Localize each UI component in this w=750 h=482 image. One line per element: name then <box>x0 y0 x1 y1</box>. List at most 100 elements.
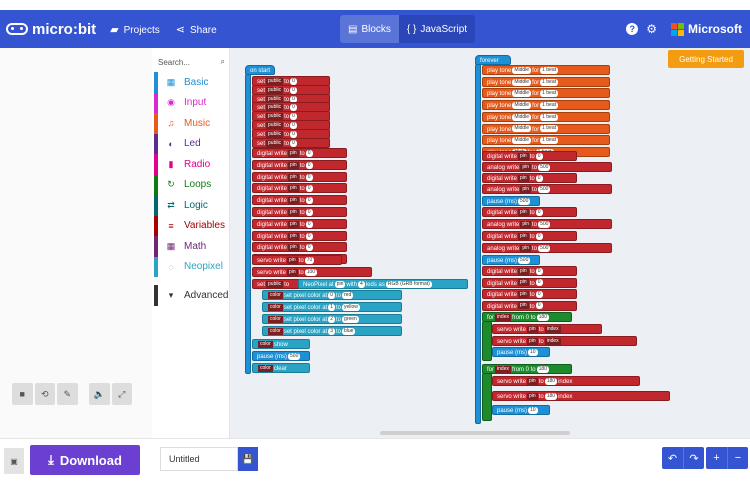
category-logic[interactable]: ⇄ Logic <box>154 195 229 216</box>
search-input[interactable]: Search... <box>158 57 191 67</box>
analog-write-block[interactable]: analog write pin to 500 <box>482 162 612 172</box>
for2-servo-write-1[interactable]: servo write pin to 180 index <box>492 376 640 386</box>
forever-wrap <box>475 64 481 424</box>
play-tone-block[interactable]: play tone Middle for 1 beat <box>482 123 610 134</box>
toolbox: Search... ⌕ ▦ Basic ◉ Input ♫ Music ◐ Led ▮ Radio… <box>152 48 230 438</box>
save-button[interactable]: 💾 <box>238 447 258 471</box>
pause-block[interactable]: pause (ms) 500 <box>252 351 310 361</box>
show-block[interactable]: color show <box>252 339 310 349</box>
set-strip-block[interactable]: set public to <box>252 279 302 289</box>
logic-icon: ⇄ <box>167 199 175 210</box>
neopixel-create-block[interactable]: NeoPixel at pin with 4 leds as RGB (GRB forma… <box>298 279 468 289</box>
for-servo-write-1[interactable]: servo write pin to index <box>492 324 602 334</box>
on-start-wrap <box>245 74 251 374</box>
for-loop-block[interactable]: for index from 0 to 180 <box>482 312 572 322</box>
analog-write-block[interactable]: analog write pin to 500 <box>482 243 612 253</box>
category-input[interactable]: ◉ Input <box>154 92 229 113</box>
download-button[interactable]: ⤓ Download <box>30 445 140 475</box>
for2-pause[interactable]: pause (ms) 10 <box>492 405 550 415</box>
project-name-input[interactable]: Untitled <box>160 447 238 471</box>
help-icon[interactable]: ? <box>626 23 639 35</box>
category-math[interactable]: ▦ Math <box>154 236 229 257</box>
loops-icon: ↻ <box>167 179 175 190</box>
category-led[interactable]: ◐ Led <box>154 133 229 154</box>
pause-block-3[interactable]: pause (ms) 500 <box>482 255 540 265</box>
undo-button[interactable]: ↶ <box>667 452 678 465</box>
debug-button[interactable]: ✎ <box>57 383 78 405</box>
neopixel-icon: ◌ <box>168 261 174 272</box>
microbit-logo[interactable]: micro:bit <box>6 21 96 38</box>
zoom-group: + − <box>706 447 748 469</box>
mute-button[interactable]: 🔈 <box>89 383 110 405</box>
set-var-block[interactable]: set public to 0 <box>252 137 330 148</box>
restart-button[interactable]: ⟲ <box>34 383 56 405</box>
play-tone-block[interactable]: play tone Middle for 1 beat <box>482 111 610 122</box>
on-start-block[interactable]: on start <box>245 65 275 75</box>
analog-write-block[interactable]: analog write pin to 500 <box>482 219 612 229</box>
forever-block[interactable]: forever <box>475 55 511 65</box>
workspace-scrollbar[interactable] <box>380 431 570 435</box>
zoom-in-button[interactable]: + <box>713 452 720 464</box>
category-loops[interactable]: ↻ Loops <box>154 174 229 195</box>
right-nav: ? ⚙ Microsoft <box>626 10 742 48</box>
category-variables[interactable]: ≡ Variables <box>154 215 229 236</box>
play-tone-block[interactable]: play tone Middle for 1 beat <box>482 135 610 146</box>
play-tone-block[interactable]: play tone Middle for 1 beat <box>482 76 610 87</box>
blocks-workspace[interactable]: Getting Started on start set public to 0 set… <box>230 48 750 438</box>
servo-write-block-2[interactable]: servo write pin to 100 <box>252 267 372 277</box>
play-tone-block[interactable]: play tone Middle for 1 beat <box>482 100 610 111</box>
set-pixel-block[interactable]: color set pixel color at 2 to green <box>262 314 402 324</box>
category-radio[interactable]: ▮ Radio <box>154 154 229 175</box>
share-button[interactable]: ⋖ Share <box>175 23 217 36</box>
category-music[interactable]: ♫ Music <box>154 113 229 134</box>
set-pixel-block[interactable]: color set pixel color at 1 to yellow <box>262 302 402 312</box>
for2-servo-write-2[interactable]: servo write pin to 180 index <box>492 391 670 401</box>
analog-write-block[interactable]: analog write pin to 500 <box>482 184 612 194</box>
download-icon: ⤓ <box>48 452 54 467</box>
projects-button[interactable]: ▰ Projects <box>110 23 160 36</box>
category-basic[interactable]: ▦ Basic <box>154 72 229 93</box>
servo-write-block[interactable]: servo write pin to 70 <box>252 255 342 265</box>
stop-button[interactable]: ■ <box>12 383 33 405</box>
collapse-simulator-button[interactable]: ▣ <box>4 448 24 474</box>
tab-javascript[interactable]: { } JavaScript <box>406 23 468 35</box>
fullscreen-button[interactable]: ⤢ <box>111 383 133 405</box>
set-pixel-block[interactable]: color set pixel color at 3 to blue <box>262 326 402 336</box>
for-pause-1[interactable]: pause (ms) 10 <box>492 347 550 357</box>
for-loop-wrap-2 <box>482 373 492 421</box>
category-neopixel[interactable]: ◌ Neopixel <box>154 256 229 277</box>
getting-started-button[interactable]: Getting Started <box>668 50 744 68</box>
category-advanced[interactable]: ▾ Advanced <box>154 285 229 306</box>
play-tone-block[interactable]: play tone Middle for 1 beat <box>482 65 610 75</box>
redo-button[interactable]: ↷ <box>683 447 704 469</box>
microsoft-logo[interactable]: Microsoft <box>671 22 742 36</box>
clear-block[interactable]: color clear <box>252 363 310 373</box>
toolbox-search[interactable]: Search... ⌕ <box>158 52 225 72</box>
zoom-out-button[interactable]: − <box>727 447 748 469</box>
play-tone-block[interactable]: play tone Middle for 1 beat <box>482 88 610 99</box>
tab-blocks[interactable]: ▤ Blocks <box>340 15 399 43</box>
set-pixel-block[interactable]: color set pixel color at 0 to red <box>262 290 402 300</box>
for-servo-write-2[interactable]: servo write pin to index <box>492 336 637 346</box>
settings-icon[interactable]: ⚙ <box>646 22 657 36</box>
for-loop-block-2[interactable]: for index from 0 to 180 <box>482 364 572 374</box>
pause-block-2[interactable]: pause (ms) 500 <box>482 196 540 206</box>
bottom-bar: ▣ ⤓ Download Untitled 💾 ↶ ↷ + − <box>0 438 750 482</box>
